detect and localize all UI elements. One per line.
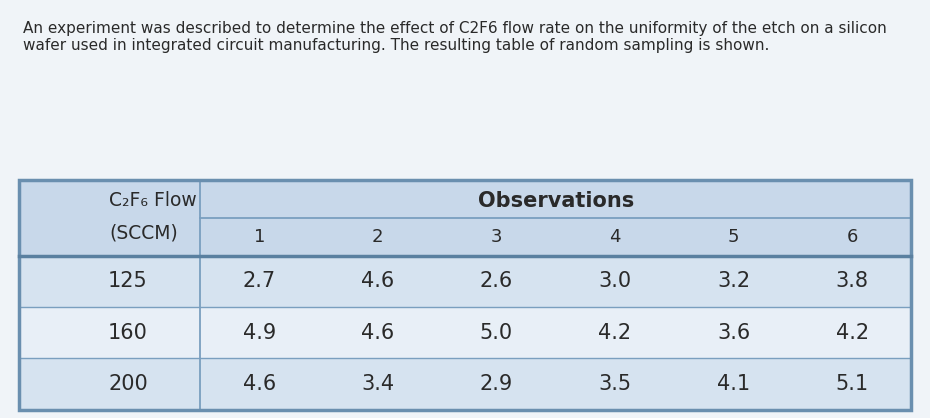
Text: An experiment was described to determine the effect of C2F6 flow rate on the uni: An experiment was described to determine… <box>23 21 887 54</box>
Text: 6: 6 <box>846 228 857 246</box>
Text: 4.6: 4.6 <box>361 323 394 343</box>
Text: 2.9: 2.9 <box>480 374 513 394</box>
Text: 4: 4 <box>609 228 620 246</box>
Text: 3.2: 3.2 <box>717 271 751 291</box>
Text: 2: 2 <box>372 228 383 246</box>
Text: 3.6: 3.6 <box>717 323 751 343</box>
Text: 4.1: 4.1 <box>717 374 751 394</box>
Text: 4.9: 4.9 <box>243 323 276 343</box>
Text: 3.0: 3.0 <box>598 271 631 291</box>
Text: 4.6: 4.6 <box>361 271 394 291</box>
Text: 5.0: 5.0 <box>480 323 513 343</box>
Text: 2.7: 2.7 <box>243 271 276 291</box>
Text: 125: 125 <box>108 271 148 291</box>
Text: 4.2: 4.2 <box>598 323 631 343</box>
Text: 4.2: 4.2 <box>835 323 869 343</box>
Text: 1: 1 <box>254 228 265 246</box>
Text: 2.6: 2.6 <box>480 271 513 291</box>
Text: Observations: Observations <box>477 191 634 211</box>
Text: 3.4: 3.4 <box>361 374 394 394</box>
Text: 200: 200 <box>108 374 148 394</box>
Text: 160: 160 <box>108 323 148 343</box>
Text: 4.6: 4.6 <box>243 374 276 394</box>
Text: C₂F₆ Flow: C₂F₆ Flow <box>109 191 197 211</box>
Text: 5: 5 <box>728 228 739 246</box>
Text: 5.1: 5.1 <box>835 374 869 394</box>
Text: 3.8: 3.8 <box>836 271 869 291</box>
Text: 3: 3 <box>491 228 502 246</box>
Text: (SCCM): (SCCM) <box>109 223 178 242</box>
Text: 3.5: 3.5 <box>598 374 631 394</box>
